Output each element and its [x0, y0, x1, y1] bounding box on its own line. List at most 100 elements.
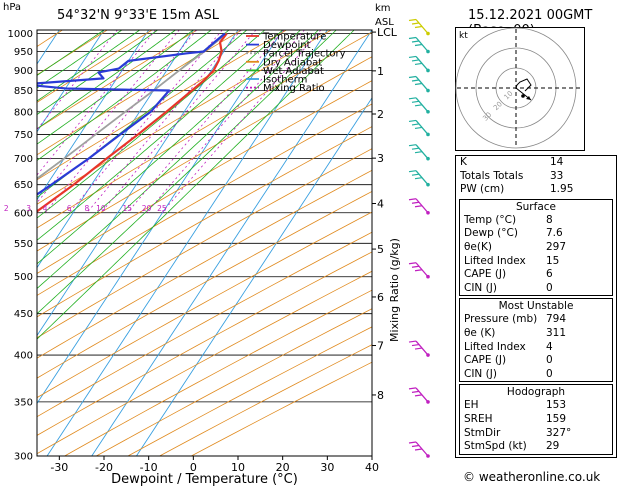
pressure-tick-label: 700: [14, 154, 33, 165]
surface-label: Lifted Index: [464, 254, 526, 267]
wind-barb: [408, 75, 430, 93]
hodograph-ring-label: 20: [492, 100, 504, 112]
surface-title: Surface: [515, 200, 556, 213]
plot-frame: [36, 29, 373, 457]
wet-adiabat: [37, 30, 355, 340]
index-label: K: [460, 156, 467, 168]
km-tick-label: 6: [377, 291, 384, 304]
hodograph-index-row: EH 153: [460, 399, 612, 413]
mixing-ratio-line: [86, 30, 242, 214]
legend-label: Mixing Ratio: [263, 83, 325, 94]
mixing-ratio-label: 25: [157, 204, 167, 213]
most-unstable-value: 311: [546, 326, 567, 339]
wet-adiabat: [37, 30, 105, 76]
dewpoint-line: [37, 32, 226, 196]
wind-barb: [408, 36, 430, 54]
surface-label: Temp (°C): [464, 213, 517, 226]
km-tick-label: 8: [377, 389, 384, 402]
surface-value: 15: [546, 254, 560, 267]
pressure-tick-label: 1000: [8, 29, 33, 40]
pressure-tick-label: 300: [14, 452, 33, 463]
hodograph-title: Hodograph: [506, 386, 566, 399]
wind-barb: [408, 262, 430, 279]
surface-row: θe(K) 297: [460, 241, 612, 255]
isotherm: [91, 30, 372, 456]
pressure-tick-label: 900: [14, 66, 33, 77]
most-unstable-label: CAPE (J): [464, 354, 507, 367]
pressure-tick-label: 550: [14, 239, 33, 250]
most-unstable-row: Lifted Index 4: [460, 341, 612, 355]
hodograph-index-value: 29: [546, 440, 560, 453]
wind-barb: [408, 144, 430, 161]
dry-adiabat: [37, 169, 372, 359]
hodograph-index-label: StmDir: [464, 426, 501, 439]
temperature-tick-label: 40: [365, 461, 379, 474]
wet-adiabat: [37, 30, 158, 116]
most-unstable-row: CIN (J) 0: [460, 368, 612, 382]
hodograph-ring-label: 30: [481, 111, 493, 123]
dry-adiabat: [127, 326, 372, 456]
surface-label: θe(K): [464, 240, 492, 253]
wind-barb: [408, 198, 430, 215]
mixing-ratio-label: 15: [122, 204, 132, 213]
km-tick-label: LCL: [377, 26, 398, 39]
km-unit: km: [375, 3, 391, 14]
mixing-ratio-line: [146, 30, 305, 214]
most-unstable-label: CIN (J): [464, 367, 497, 380]
station-location: 54°32'N 9°33'E 15m ASL: [57, 8, 219, 23]
mixing-ratio-line: [68, 30, 223, 214]
wind-barb: [408, 55, 430, 73]
hodograph-ring-label: 10: [503, 89, 515, 101]
mixing-ratio-label: 2: [4, 204, 9, 213]
most-unstable-label: Pressure (mb): [464, 313, 538, 326]
km-tick-label: 4: [377, 198, 384, 211]
hodograph-index-value: 327°: [546, 426, 572, 439]
surface-label: Dewp (°C): [464, 227, 518, 240]
dry-adiabat: [64, 289, 372, 456]
index-label: Totals Totals: [460, 169, 524, 182]
pressure-tick-label: 600: [14, 208, 33, 219]
surface-row: CIN (J) 0: [460, 282, 612, 296]
dry-adiabat: [37, 103, 372, 296]
km-tick-label: 1: [377, 65, 384, 78]
isotherm: [37, 30, 105, 133]
wind-barb: [408, 170, 430, 187]
parcel-trajectory-line: [37, 32, 228, 180]
indices-panel: K 14 Totals Totals 33 PW (cm) 1.95 Surface Te…: [455, 155, 617, 458]
hodograph-arrow: [526, 96, 531, 100]
copyright-footer: © weatheronline.co.uk: [463, 470, 601, 484]
hpa-label: hPa: [3, 2, 22, 13]
pressure-tick-label: 450: [14, 309, 33, 320]
km-tick-label: 5: [377, 243, 384, 256]
wet-adiabat: [37, 30, 123, 89]
surface-value: 7.6: [546, 227, 563, 240]
dry-adiabat: [37, 30, 332, 205]
temperature-tick-label: -10: [140, 461, 158, 474]
wind-barb: [408, 18, 430, 36]
most-unstable-value: 794: [546, 313, 567, 326]
mixing-ratio-line: [37, 30, 156, 176]
index-row: K 14: [456, 156, 616, 170]
wet-adiabat: [37, 30, 319, 289]
mixing-ratio-label: 10: [96, 204, 106, 213]
index-row: PW (cm) 1.95: [456, 183, 616, 197]
temperature-tick-label: 10: [231, 461, 245, 474]
hodograph-unit: kt: [459, 31, 468, 41]
index-row: Totals Totals 33: [456, 170, 616, 184]
surface-row: Dewp (°C) 7.6: [460, 227, 612, 241]
index-value: 14: [550, 156, 564, 168]
km-tick-label: 2: [377, 108, 384, 121]
dry-adiabat: [96, 308, 372, 456]
dry-adiabat: [37, 126, 372, 318]
pressure-tick-label: 950: [14, 47, 33, 58]
legend-label: Dewpoint: [263, 40, 311, 51]
most-unstable-row: CAPE (J) 0: [460, 354, 612, 368]
mixing-ratio-label: 6: [67, 204, 72, 213]
isotherm: [37, 30, 284, 405]
hodograph-section: Hodograph EH 153 SREH 159 StmDir 327° StmSpd (…: [459, 384, 613, 455]
hodograph-marker: [521, 94, 525, 98]
most-unstable-value: 0: [546, 367, 553, 380]
most-unstable-label: Lifted Index: [464, 340, 526, 353]
wet-adiabat: [37, 30, 176, 130]
